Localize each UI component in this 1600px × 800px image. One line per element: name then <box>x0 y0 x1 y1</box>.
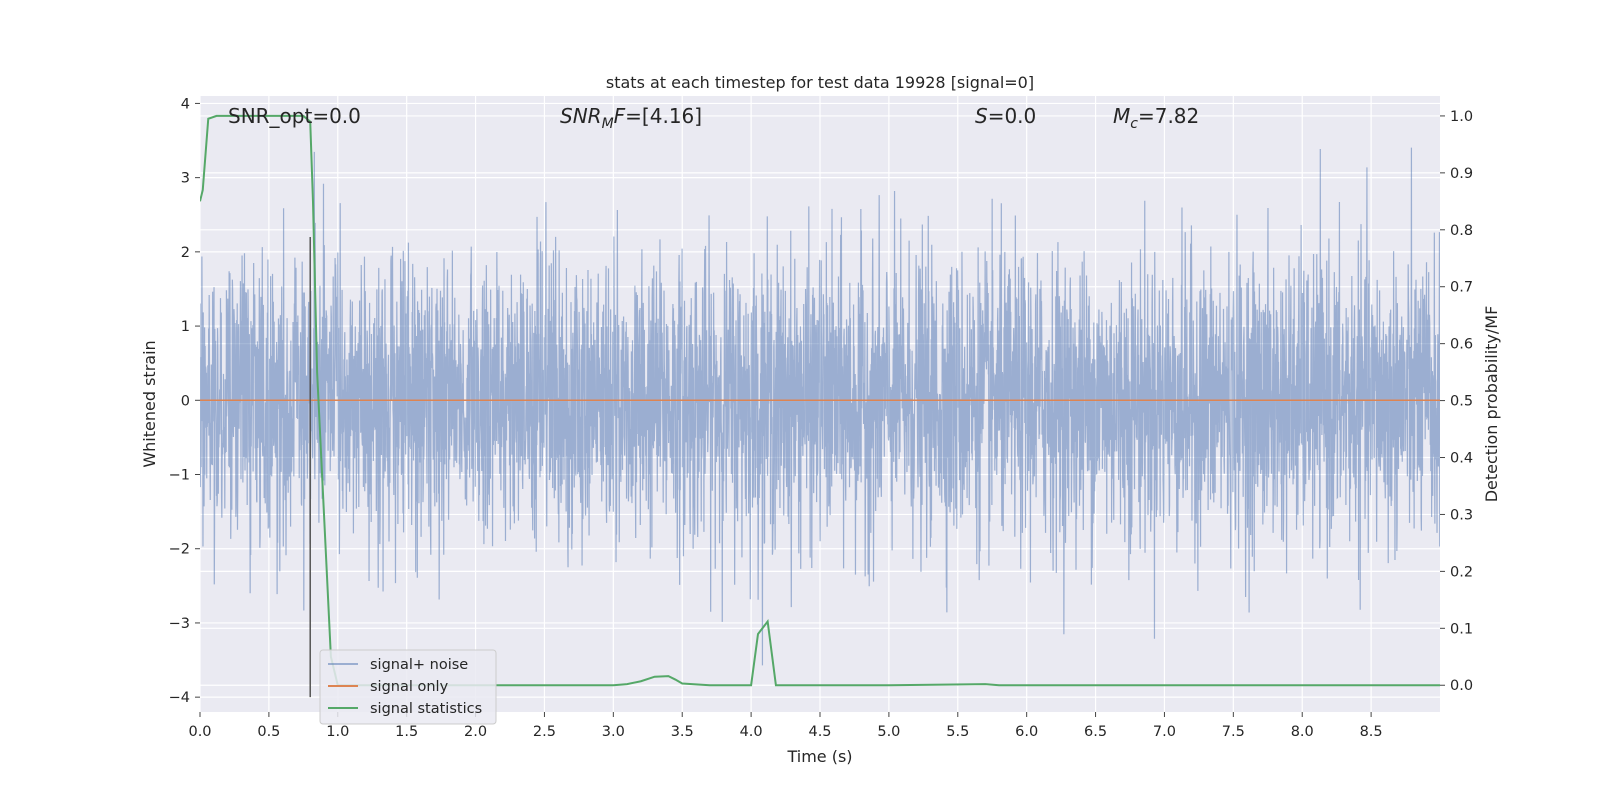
y-left-tick-label: −3 <box>169 616 190 632</box>
y-left-tick-label: 2 <box>181 245 190 261</box>
x-tick-label: 0.0 <box>188 724 211 740</box>
y-right-tick-label: 0.9 <box>1450 166 1473 182</box>
y-right-tick-label: 0.2 <box>1450 564 1473 580</box>
y-right-tick-label: 0.0 <box>1450 678 1473 694</box>
y-right-tick-label: 0.5 <box>1450 394 1473 410</box>
annotation-s: S=0.0 <box>975 104 1036 128</box>
y-right-tick-label: 0.7 <box>1450 280 1473 296</box>
y-left-tick-label: 0 <box>181 393 190 409</box>
legend-label-noise: signal+ noise <box>370 657 468 673</box>
y-left-tick-label: −4 <box>169 690 190 706</box>
y-right-tick-label: 0.4 <box>1450 451 1473 467</box>
series-line-signal-statistics <box>200 114 1440 687</box>
y-right-tick-label: 0.3 <box>1450 507 1473 523</box>
x-axis-ticks: 0.0 0.5 1.0 1.5 2.0 2.5 3.0 3.5 4.0 4.5 5.0 5.5 6.0 6… <box>188 712 1383 740</box>
x-axis-label: Time (s) <box>786 747 852 766</box>
x-tick-label: 3.5 <box>671 724 694 740</box>
annotation-snr-opt: SNR_opt=0.0 <box>228 104 361 128</box>
chart-title: stats at each timestep for test data 199… <box>606 73 1034 92</box>
x-tick-label: 8.0 <box>1291 724 1314 740</box>
x-tick-label: 1.0 <box>326 724 349 740</box>
x-tick-label: 6.0 <box>1015 724 1038 740</box>
right-y-axis-ticks: 1.0 0.9 0.8 0.7 0.6 0.5 0.4 0.3 0.2 0.1 0.0 <box>1440 109 1473 694</box>
y-left-tick-label: 4 <box>181 96 190 112</box>
left-y-axis-ticks: 4 3 2 1 0 −1 −2 −3 −4 <box>169 96 200 706</box>
y-left-tick-label: −2 <box>169 542 190 558</box>
right-y-axis-label: Detection probability/MF <box>1482 306 1501 503</box>
y-right-tick-label: 0.1 <box>1450 621 1473 637</box>
x-tick-label: 4.5 <box>808 724 831 740</box>
y-right-tick-label: 1.0 <box>1450 109 1473 125</box>
y-left-tick-label: 1 <box>181 319 190 335</box>
signal-statistics-series <box>200 114 1440 687</box>
x-tick-label: 6.5 <box>1084 724 1107 740</box>
x-tick-label: 7.5 <box>1222 724 1245 740</box>
left-y-axis-label: Whitened strain <box>140 340 159 467</box>
annotation-mc: Mc=7.82 <box>1113 104 1199 132</box>
x-tick-label: 7.0 <box>1153 724 1176 740</box>
series-line-noise <box>200 147 1440 666</box>
x-tick-label: 5.5 <box>946 724 969 740</box>
legend-label-signal-statistics: signal statistics <box>370 701 482 717</box>
noise-series <box>200 147 1440 666</box>
legend-box <box>319 649 497 725</box>
y-right-tick-label: 0.8 <box>1450 223 1473 239</box>
legend-label-signal-only: signal only <box>370 679 449 695</box>
x-tick-label: 1.5 <box>395 724 418 740</box>
x-tick-label: 8.5 <box>1360 724 1383 740</box>
x-tick-label: 3.0 <box>602 724 625 740</box>
x-tick-label: 4.0 <box>740 724 763 740</box>
x-tick-label: 5.0 <box>877 724 900 740</box>
y-left-tick-label: −1 <box>169 468 190 484</box>
legend: signal+ noise signal only signal statist… <box>319 649 497 725</box>
x-tick-label: 2.0 <box>464 724 487 740</box>
y-left-tick-label: 3 <box>181 171 190 187</box>
annotation-snr-mf: SNRMF=[4.16] <box>560 104 702 132</box>
y-right-tick-label: 0.6 <box>1450 337 1473 353</box>
x-tick-label: 0.5 <box>257 724 280 740</box>
x-tick-label: 2.5 <box>533 724 556 740</box>
